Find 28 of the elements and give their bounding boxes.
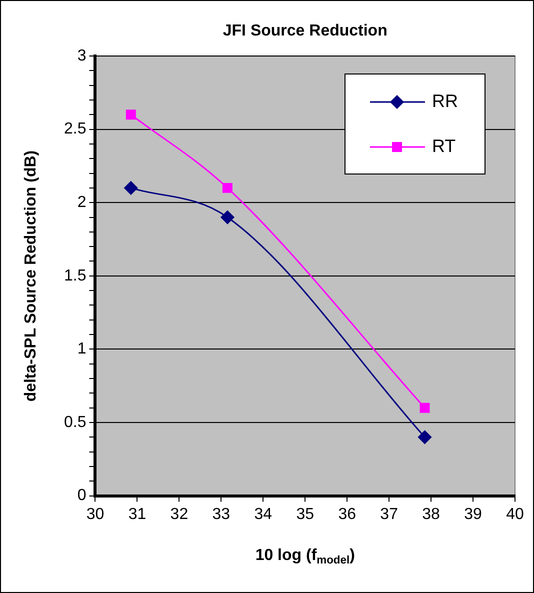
x-tick-label: 32: [170, 506, 188, 523]
x-tick-label: 40: [506, 506, 524, 523]
y-tick-label: 2: [77, 194, 86, 212]
y-tick-label: 1: [77, 340, 86, 358]
point: [124, 181, 138, 195]
point: [222, 182, 232, 193]
point: [126, 110, 136, 120]
y-tick-label: 3: [77, 47, 86, 64]
chart-title: JFI Source Reduction: [222, 22, 388, 40]
y-tick-label: 0.5: [64, 414, 86, 431]
x-tick-label: 33: [212, 506, 230, 523]
x-tick-label: 39: [464, 506, 482, 523]
y-tick-label: 2.5: [64, 120, 86, 138]
point: [220, 210, 234, 224]
x-tick-label: 35: [296, 506, 314, 523]
y-axis-title: delta-SPL Source Reduction (dB): [22, 150, 40, 402]
point: [418, 430, 432, 444]
x-tick-label: 36: [338, 506, 356, 523]
x-tick-label: 37: [380, 506, 398, 523]
x-tick-label: 30: [86, 506, 104, 523]
legend-label: RR: [432, 90, 458, 111]
x-tick-label: 38: [422, 506, 440, 523]
x-tick-label: 34: [254, 506, 272, 523]
legend-label: RT: [432, 136, 456, 156]
y-tick-label: 1.5: [64, 267, 86, 284]
point: [420, 402, 430, 413]
y-tick-label: 0: [77, 487, 86, 504]
x-tick-label: 31: [128, 506, 146, 523]
